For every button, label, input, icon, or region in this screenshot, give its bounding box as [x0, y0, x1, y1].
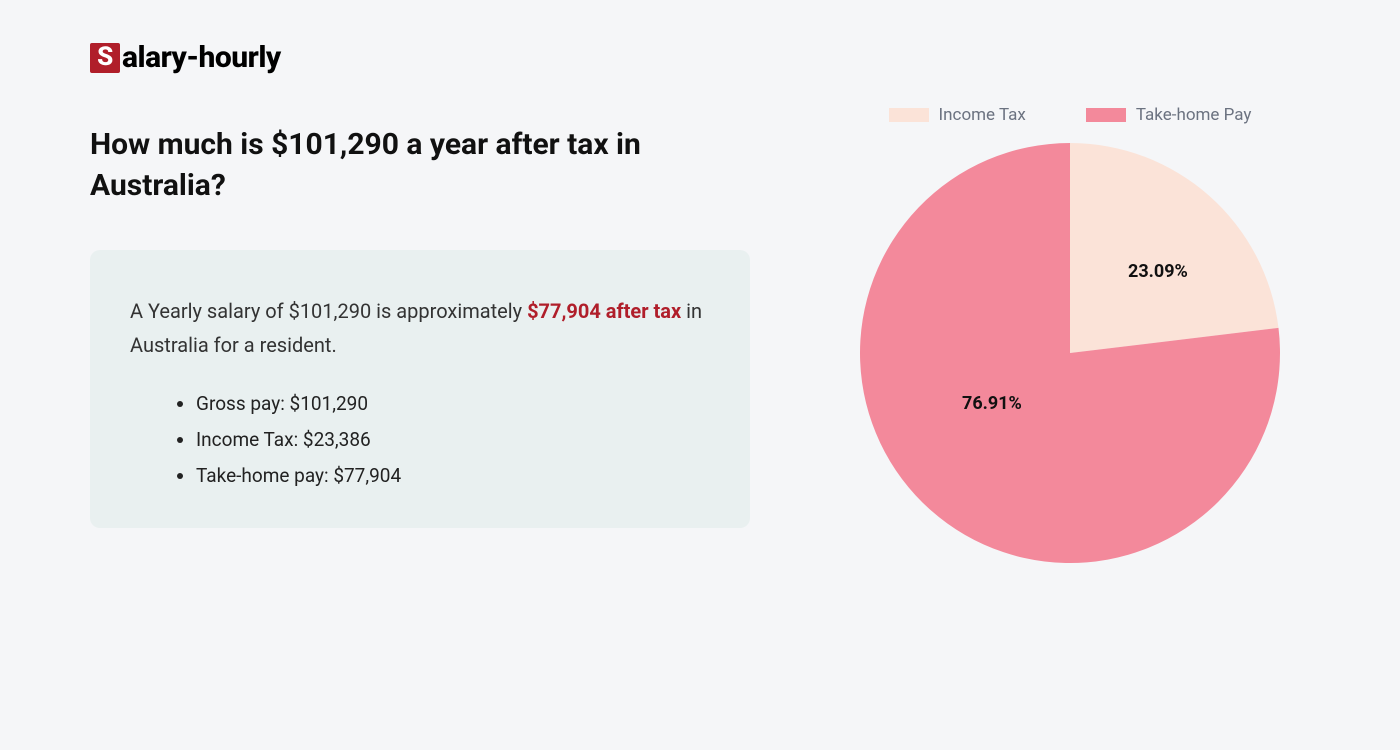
- legend-income-tax: Income Tax: [889, 105, 1026, 125]
- legend-take-home: Take-home Pay: [1086, 105, 1252, 125]
- pie-label-income-tax: 23.09%: [1128, 261, 1188, 282]
- summary-bullets: Gross pay: $101,290 Income Tax: $23,386 …: [130, 386, 710, 494]
- page-title: How much is $101,290 a year after tax in…: [90, 125, 750, 206]
- pie-label-take-home: 76.91%: [962, 393, 1022, 414]
- logo-icon: S: [90, 43, 120, 73]
- summary-highlight: $77,904 after tax: [527, 299, 681, 323]
- pie-svg: [860, 143, 1280, 563]
- chart-column: Income Tax Take-home Pay 23.09% 76.91%: [830, 105, 1310, 563]
- logo-text: alary-hourly: [122, 40, 281, 75]
- summary-pre: A Yearly salary of $101,290 is approxima…: [130, 299, 527, 323]
- content-row: How much is $101,290 a year after tax in…: [90, 125, 1310, 563]
- summary-sentence: A Yearly salary of $101,290 is approxima…: [130, 294, 710, 362]
- swatch-income-tax: [889, 108, 929, 122]
- bullet-gross-pay: Gross pay: $101,290: [196, 386, 710, 422]
- bullet-income-tax: Income Tax: $23,386: [196, 422, 710, 458]
- legend-label-income-tax: Income Tax: [939, 105, 1026, 125]
- chart-legend: Income Tax Take-home Pay: [889, 105, 1252, 125]
- bullet-take-home: Take-home pay: $77,904: [196, 458, 710, 494]
- left-column: How much is $101,290 a year after tax in…: [90, 125, 750, 528]
- pie-chart: 23.09% 76.91%: [860, 143, 1280, 563]
- page-container: Salary-hourly How much is $101,290 a yea…: [0, 0, 1400, 563]
- swatch-take-home: [1086, 108, 1126, 122]
- site-logo: Salary-hourly: [90, 40, 1310, 75]
- legend-label-take-home: Take-home Pay: [1136, 105, 1252, 125]
- summary-box: A Yearly salary of $101,290 is approxima…: [90, 250, 750, 528]
